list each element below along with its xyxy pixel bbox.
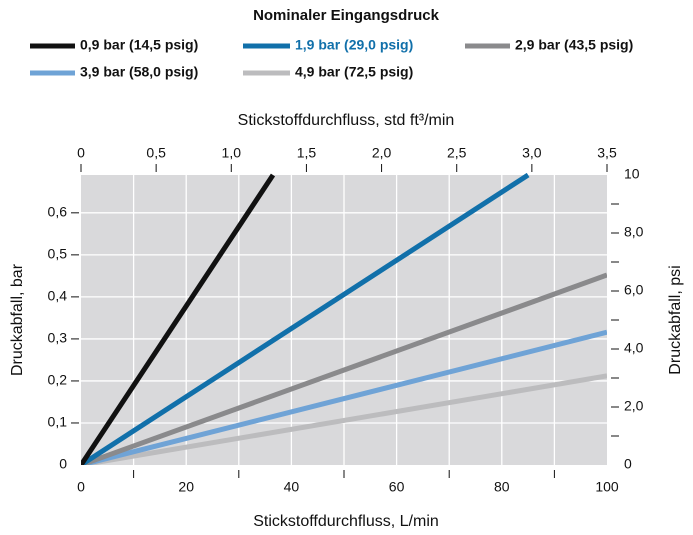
y2-tick-label: 6,0 (624, 282, 644, 298)
x-tick-label: 60 (389, 479, 405, 495)
y-tick-label: 0,5 (48, 246, 68, 262)
y-tick-label: 0,6 (48, 204, 68, 220)
series-line (81, 173, 276, 465)
y-tick-label: 0,3 (48, 330, 68, 346)
x2-tick-label: 2,5 (447, 145, 467, 161)
x-axis-title: Stickstoffdurchfluss, L/min (253, 513, 439, 530)
y2-tick-label: 2,0 (624, 398, 644, 414)
x2-tick-label: 0 (77, 145, 85, 161)
x-tick-label: 20 (178, 479, 194, 495)
y-tick-label: 0,1 (48, 414, 68, 430)
legend-label: 4,9 bar (72,5 psig) (295, 64, 413, 80)
y-tick-label: 0,4 (48, 288, 68, 304)
legend-label: 1,9 bar (29,0 psig) (295, 37, 413, 53)
x2-axis-title: Stickstoffdurchfluss, std ft³/min (238, 112, 455, 129)
x2-tick-label: 0,5 (146, 145, 166, 161)
x2-tick-label: 1,0 (222, 145, 242, 161)
x-tick-label: 80 (494, 479, 510, 495)
legend-label: 2,9 bar (43,5 psig) (515, 37, 633, 53)
series-line (81, 373, 607, 465)
x2-tick-label: 2,0 (372, 145, 392, 161)
series-line (81, 329, 607, 465)
legend-label: 0,9 bar (14,5 psig) (80, 37, 198, 53)
y2-tick-label: 4,0 (624, 340, 644, 356)
series-line (81, 272, 607, 465)
x-tick-label: 0 (77, 479, 85, 495)
y2-tick-label: 0 (624, 456, 632, 472)
x-tick-label: 100 (595, 479, 619, 495)
legend-label: 3,9 bar (58,0 psig) (80, 64, 198, 80)
x2-tick-label: 3,5 (597, 145, 617, 161)
x2-tick-label: 1,5 (297, 145, 317, 161)
y2-tick-label: 8,0 (624, 224, 644, 240)
y-tick-label: 0 (59, 456, 67, 472)
x-tick-label: 40 (284, 479, 300, 495)
y2-axis-title: Druckabfall, psi (667, 265, 684, 374)
x2-tick-label: 3,0 (522, 145, 542, 161)
y-tick-label: 0,2 (48, 372, 68, 388)
y2-tick-label: 10 (624, 166, 640, 182)
series-line (81, 173, 530, 465)
legend-title: Nominaler Eingangsdruck (253, 7, 440, 24)
y-axis-title: Druckabfall, bar (9, 263, 26, 376)
